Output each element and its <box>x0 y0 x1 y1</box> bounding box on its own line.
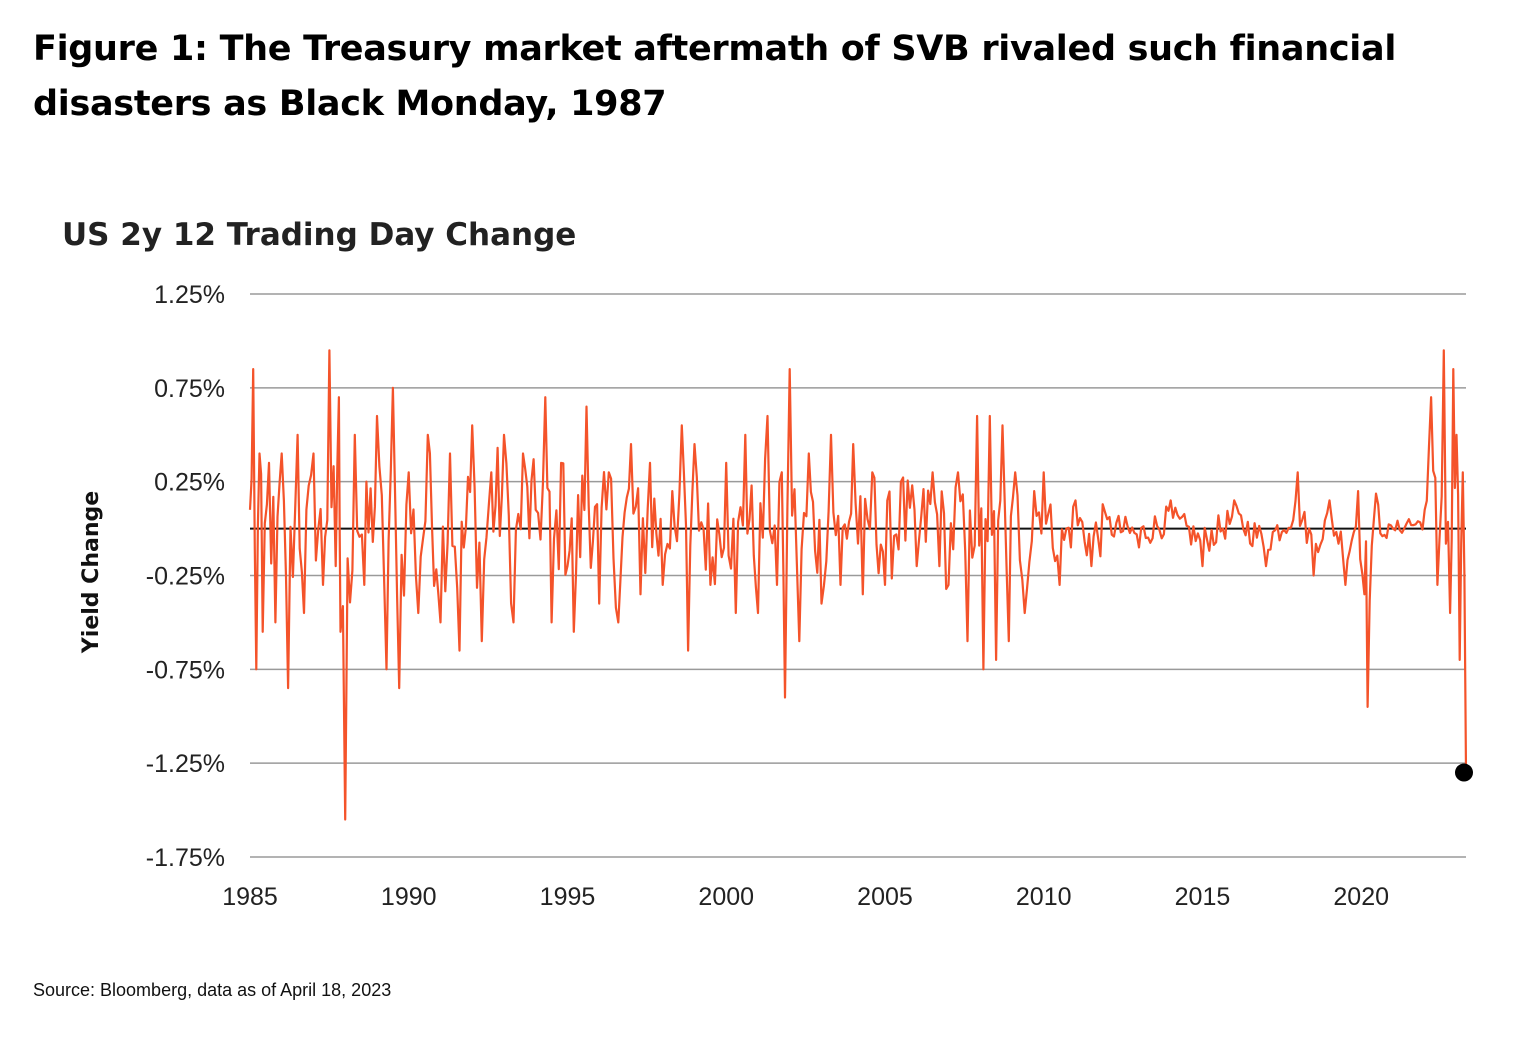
series-line <box>248 349 1468 821</box>
chart-container: US 2y 12 Trading Day Change Yield Change… <box>0 195 1530 945</box>
x-tick-label: 1990 <box>381 883 437 911</box>
source-note: Source: Bloomberg, data as of April 18, … <box>33 980 392 1000</box>
y-tick-label: 1.25% <box>154 281 225 309</box>
x-tick-label: 1985 <box>222 883 278 911</box>
x-tick-label: 2000 <box>698 883 754 911</box>
x-tick-label: 1995 <box>540 883 596 911</box>
figure-title: Figure 1: The Treasury market aftermath … <box>33 29 1397 124</box>
x-tick-label: 2020 <box>1333 883 1389 911</box>
x-axis-ticks: 1985 1990 1995 2000 2005 2010 2015 2020 <box>222 883 1389 911</box>
annotation-layer <box>1455 763 1473 782</box>
y-tick-label: -0.75% <box>146 656 225 684</box>
grid-lines <box>250 293 1466 858</box>
y-tick-label: -1.25% <box>146 750 225 778</box>
y-axis-ticks: 1.25% 0.75% 0.25% -0.25% -0.75% -1.25% -1.75% <box>146 281 225 872</box>
line-chart: US 2y 12 Trading Day Change Yield Change… <box>62 217 1473 911</box>
series-layer <box>248 349 1468 821</box>
y-tick-label: -0.25% <box>146 563 225 591</box>
x-tick-label: 2005 <box>857 883 913 911</box>
y-tick-label: -1.75% <box>146 844 225 872</box>
latest-value-marker <box>1455 763 1473 782</box>
x-tick-label: 2015 <box>1175 883 1231 911</box>
y-tick-label: 0.25% <box>154 469 225 497</box>
x-tick-label: 2010 <box>1016 883 1072 911</box>
y-axis-label: Yield Change <box>79 491 104 654</box>
chart-title: US 2y 12 Trading Day Change <box>62 217 576 253</box>
y-tick-label: 0.75% <box>154 375 225 403</box>
